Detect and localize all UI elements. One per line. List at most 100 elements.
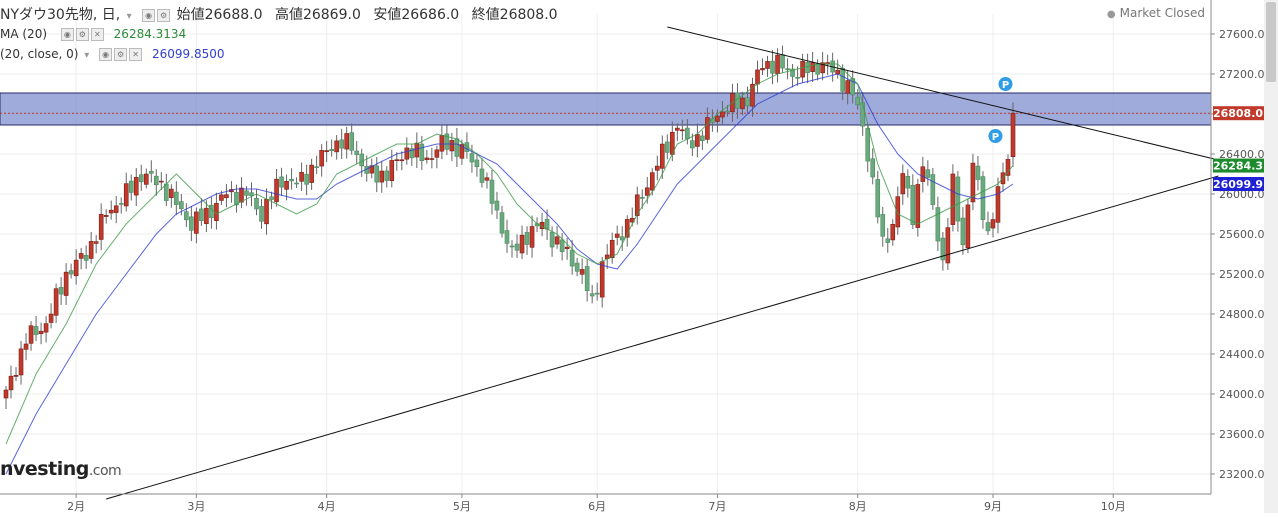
candle-body bbox=[614, 233, 620, 238]
candle-body bbox=[509, 245, 515, 248]
candle-body bbox=[93, 241, 99, 244]
candle-body bbox=[28, 325, 34, 344]
symbol-header: NYダウ30先物, 日, ▾ ◉ ⚙ 始値26688.0 高値26869.0 安値… bbox=[0, 4, 566, 24]
candle-body bbox=[138, 174, 144, 182]
chevron-down-icon[interactable]: ▾ bbox=[84, 50, 90, 61]
candle-body bbox=[584, 266, 590, 292]
candle-body bbox=[690, 140, 695, 149]
scrollbar-thumb[interactable] bbox=[1266, 2, 1276, 82]
candle-body bbox=[855, 96, 861, 106]
x-tick-label: 8月 bbox=[849, 500, 867, 513]
candle-body bbox=[529, 226, 535, 248]
visibility-icon[interactable]: ◉ bbox=[142, 8, 156, 22]
candle-body bbox=[444, 133, 450, 150]
candle-body bbox=[940, 237, 946, 261]
y-axis: 23200.0 23600.0 24000.0 24400.0 24800.0 25200… bbox=[1210, 0, 1265, 494]
candle-body bbox=[990, 219, 996, 229]
candle-body bbox=[569, 249, 575, 267]
chevron-down-icon[interactable]: ▾ bbox=[126, 11, 132, 22]
candle-body bbox=[624, 219, 630, 238]
candle-body bbox=[925, 169, 931, 178]
x-tick-label: 4月 bbox=[318, 500, 336, 513]
candle-body bbox=[870, 158, 876, 178]
candle-body bbox=[314, 166, 319, 168]
indicator-ema-row: (20, close, 0) ▾ ◉ ⚙ ✕ 26099.8500 bbox=[0, 47, 224, 61]
candle-body bbox=[359, 153, 365, 167]
settings-icon[interactable]: ⚙ bbox=[75, 28, 89, 41]
candle-body bbox=[179, 201, 184, 210]
candle-body bbox=[78, 253, 84, 259]
candle-body bbox=[885, 238, 891, 243]
x-tick-label: 7月 bbox=[708, 500, 726, 513]
candle-body bbox=[955, 176, 961, 222]
candle-body bbox=[559, 239, 565, 253]
candle-body bbox=[459, 144, 465, 159]
candle-body bbox=[665, 141, 670, 153]
candle-body bbox=[740, 97, 745, 110]
candle-body bbox=[554, 236, 560, 245]
symbol-name: NYダウ30先物, 日, bbox=[0, 7, 121, 23]
candle-body bbox=[660, 143, 665, 169]
candle-body bbox=[745, 97, 750, 107]
candle-body bbox=[965, 204, 971, 249]
y-tick-label: 24800.0 bbox=[1219, 308, 1265, 321]
candle-body bbox=[639, 197, 645, 199]
candle-body bbox=[654, 165, 660, 171]
candle-body bbox=[725, 110, 730, 113]
candle-body bbox=[88, 241, 94, 259]
indicator-ema-name: (20, close, 0) bbox=[0, 47, 79, 61]
x-tick-label: 9月 bbox=[984, 500, 1002, 513]
x-tick-label: 6月 bbox=[588, 500, 606, 513]
candle-body bbox=[489, 179, 495, 204]
price-tag-label: 26099.9 bbox=[1213, 178, 1263, 191]
candle-body bbox=[644, 187, 650, 196]
pattern-marker bbox=[998, 77, 1013, 91]
candle-body bbox=[329, 148, 334, 152]
candle-body bbox=[775, 54, 780, 74]
candle-body bbox=[434, 149, 440, 158]
pattern-marker-label: P bbox=[1002, 80, 1009, 91]
candle-body bbox=[790, 68, 795, 77]
settings-icon[interactable]: ⚙ bbox=[157, 8, 171, 22]
close-icon[interactable]: ✕ bbox=[129, 48, 143, 61]
indicator-ma-row: MA (20) ◉ ⚙ ✕ 26284.3134 bbox=[0, 27, 186, 41]
candle-body bbox=[204, 207, 209, 224]
candle-body bbox=[649, 172, 655, 191]
candle-body bbox=[765, 61, 770, 69]
candle-body bbox=[279, 176, 284, 188]
candle-body bbox=[750, 83, 755, 107]
vertical-scrollbar[interactable] bbox=[1264, 0, 1278, 513]
candle-body bbox=[259, 206, 264, 222]
close-icon[interactable]: ✕ bbox=[90, 28, 104, 41]
candle-body bbox=[274, 178, 279, 203]
candle-body bbox=[13, 375, 19, 377]
candle-body bbox=[985, 222, 991, 232]
candle-body bbox=[414, 142, 420, 158]
y-tick-label: 23600.0 bbox=[1219, 428, 1265, 441]
candle-body bbox=[720, 111, 725, 118]
candle-body bbox=[334, 140, 339, 153]
price-tag bbox=[1213, 106, 1264, 121]
candle-body bbox=[544, 219, 550, 230]
visibility-icon[interactable]: ◉ bbox=[60, 28, 74, 41]
candle-body bbox=[103, 215, 109, 217]
candle-body bbox=[344, 133, 349, 150]
candle-body bbox=[1005, 159, 1011, 176]
candle-body bbox=[83, 255, 89, 261]
candle-body bbox=[43, 323, 49, 333]
candle-body bbox=[299, 172, 304, 182]
settings-icon[interactable]: ⚙ bbox=[114, 48, 128, 61]
x-axis: 2月 3月 4月 5月 6月 7月 8月 9月 10月 bbox=[0, 493, 1211, 513]
candle-body bbox=[935, 207, 941, 242]
visibility-icon[interactable]: ◉ bbox=[99, 48, 113, 61]
candle-body bbox=[194, 211, 199, 234]
candle-body bbox=[404, 147, 410, 160]
y-tick-label: 27200.0 bbox=[1219, 68, 1265, 81]
candle-body bbox=[113, 205, 119, 213]
candle-body bbox=[63, 271, 69, 296]
price-tag-label: 26284.3 bbox=[1213, 160, 1263, 173]
candle-body bbox=[154, 175, 159, 186]
candle-body bbox=[865, 128, 871, 162]
candle-body bbox=[18, 348, 24, 376]
